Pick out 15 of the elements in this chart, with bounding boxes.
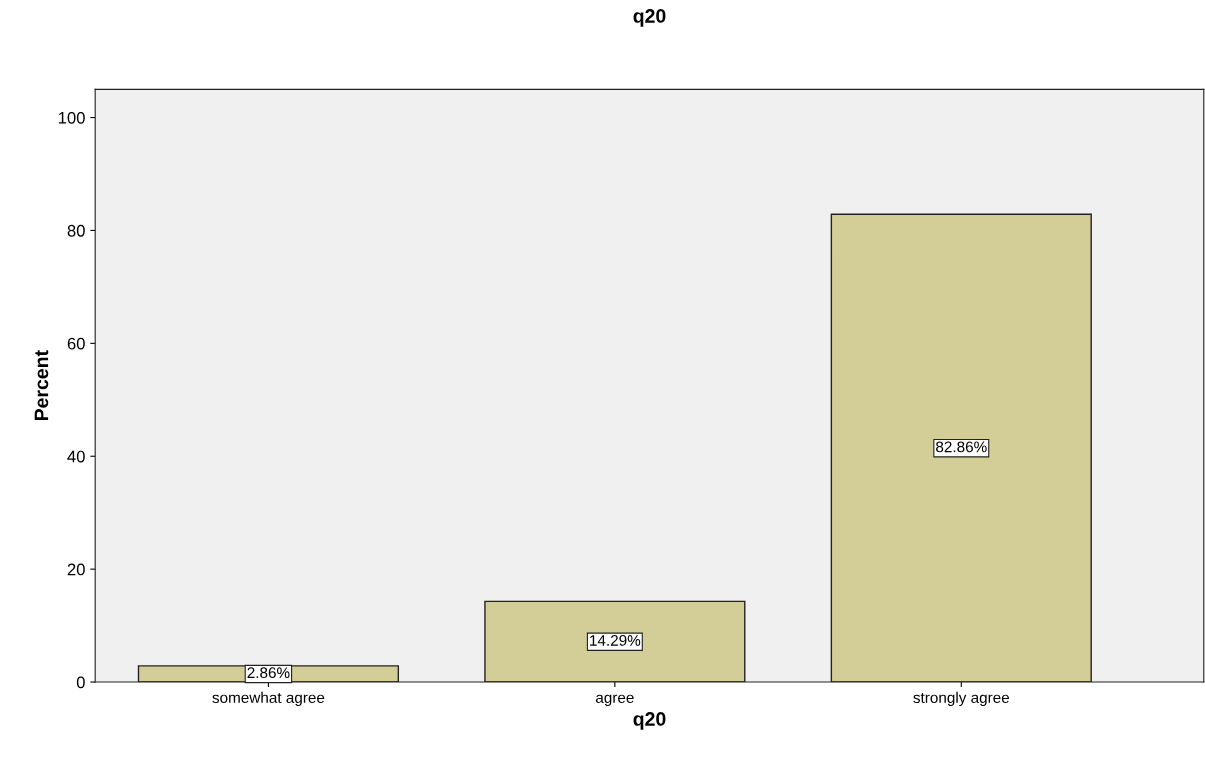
chart-title: q20	[633, 9, 666, 27]
data-label: 2.86%	[247, 667, 290, 679]
y-tick-label: 100	[58, 111, 85, 124]
x-tick-label: somewhat agree	[212, 691, 325, 707]
y-tick-label: 80	[67, 224, 85, 237]
data-label: 14.29%	[590, 635, 641, 646]
x-axis-title: q20	[633, 712, 666, 730]
y-tick-label: 40	[67, 450, 85, 463]
y-tick-label: 0	[76, 676, 85, 689]
y-tick-label: 20	[67, 563, 85, 576]
y-axis-title: Percent	[34, 350, 49, 421]
x-tick-label: agree	[595, 694, 634, 707]
y-tick-label: 60	[67, 337, 85, 350]
data-label: 82.86%	[936, 441, 987, 453]
x-tick-label: strongly agree	[913, 691, 1010, 707]
